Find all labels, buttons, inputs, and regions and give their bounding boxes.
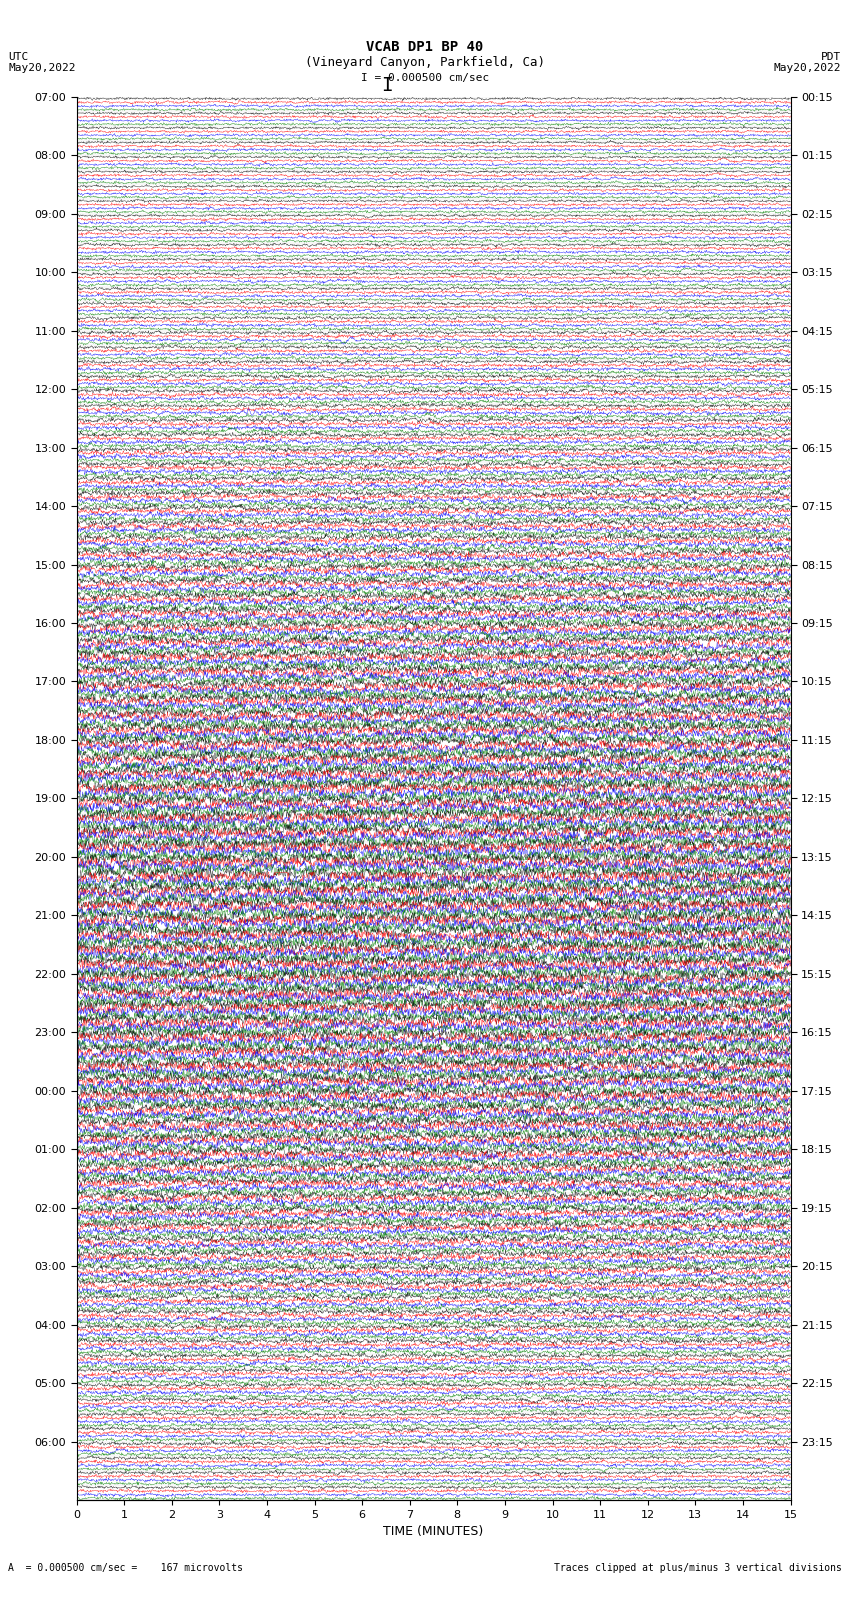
Text: (Vineyard Canyon, Parkfield, Ca): (Vineyard Canyon, Parkfield, Ca) [305,56,545,69]
Text: A  = 0.000500 cm/sec =    167 microvolts: A = 0.000500 cm/sec = 167 microvolts [8,1563,243,1573]
Text: VCAB DP1 BP 40: VCAB DP1 BP 40 [366,40,484,55]
Text: Traces clipped at plus/minus 3 vertical divisions: Traces clipped at plus/minus 3 vertical … [553,1563,842,1573]
Text: I: I [381,76,393,95]
Text: UTC
May20,2022: UTC May20,2022 [8,52,76,73]
Text: I = 0.000500 cm/sec: I = 0.000500 cm/sec [361,73,489,82]
X-axis label: TIME (MINUTES): TIME (MINUTES) [383,1526,484,1539]
Text: PDT
May20,2022: PDT May20,2022 [774,52,842,73]
